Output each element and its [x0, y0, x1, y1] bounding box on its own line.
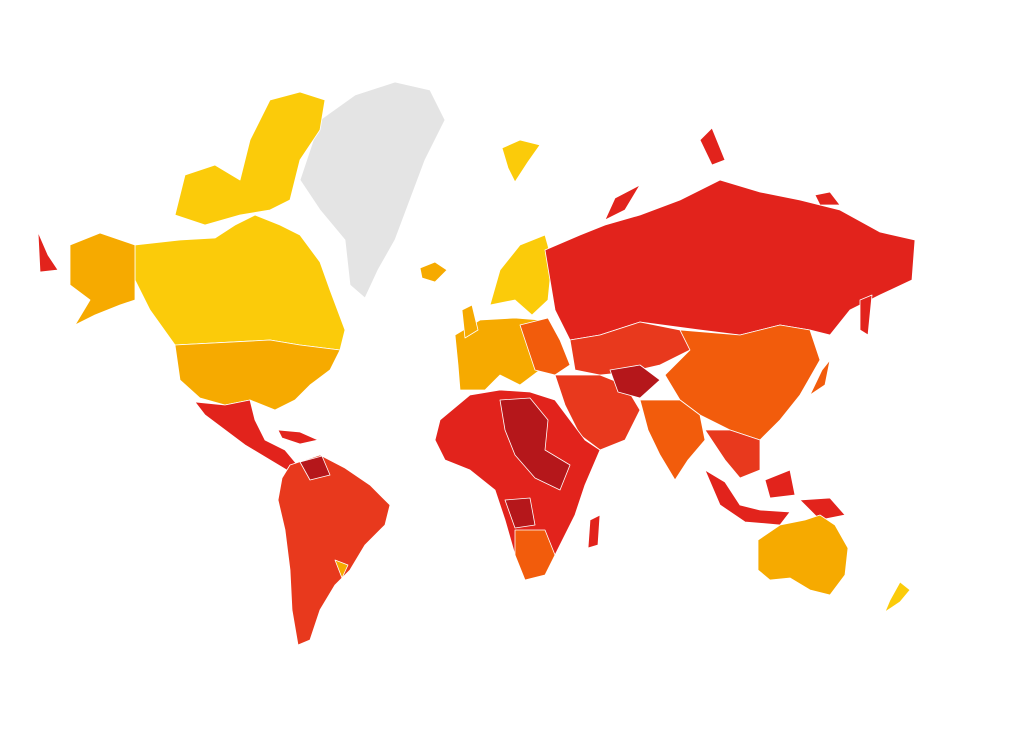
alaska [69, 232, 136, 326]
central-asia [569, 321, 691, 376]
chukotka-tip [37, 231, 59, 273]
north-africa-dark [499, 397, 571, 491]
middle-east [554, 374, 641, 451]
canada-islands [174, 91, 326, 226]
russia-islands [699, 127, 873, 336]
venezuela [299, 455, 331, 481]
usa [174, 339, 341, 411]
africa [434, 389, 601, 581]
svalbard [501, 139, 541, 183]
afghanistan [609, 364, 661, 399]
uk [461, 304, 479, 339]
eastern-europe [519, 317, 571, 376]
japan [809, 359, 831, 396]
novaya-zemlya [604, 184, 641, 221]
iceland [419, 261, 448, 283]
greenland [299, 81, 446, 299]
madagascar [587, 514, 601, 549]
uruguay [334, 559, 349, 579]
scandinavia [489, 234, 553, 316]
russia [544, 179, 916, 341]
canada [134, 214, 346, 351]
india [639, 399, 706, 481]
new-zealand [884, 581, 911, 613]
southern-africa [514, 529, 556, 581]
caribbean [277, 429, 319, 445]
southeast-asia [704, 429, 761, 479]
indonesia [704, 469, 846, 526]
australia [757, 514, 849, 596]
angola [504, 497, 536, 529]
china [664, 324, 821, 441]
south-america [277, 454, 391, 646]
